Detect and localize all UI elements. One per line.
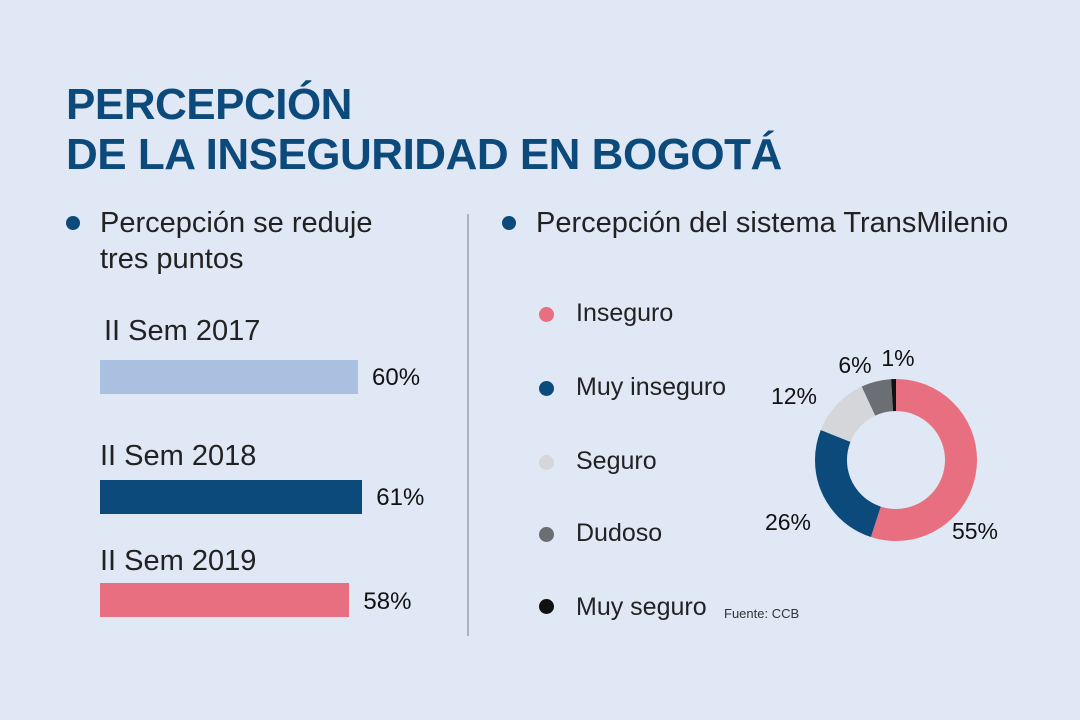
legend-swatch [539,455,554,470]
bar [100,360,358,394]
bar [100,583,350,617]
bar-label: II Sem 2018 [100,440,257,472]
bar-value-label: 60% [372,364,421,391]
legend-swatch [539,599,554,614]
slice-value-label: 1% [881,345,914,371]
legend-swatch [539,307,554,322]
right-section-heading: Percepción del sistema TransMilenio [536,207,1009,239]
bar-value-label: 61% [376,484,425,511]
left-heading-line-1: Percepción se reduje [100,207,373,239]
bar [100,480,363,514]
donut-slice [815,379,977,541]
bar-label: II Sem 2017 [104,315,261,347]
slice-value-label: 55% [952,518,998,544]
donut-slice [815,379,977,541]
legend-label: Muy inseguro [576,373,727,401]
slice-value-label: 6% [838,352,871,378]
legend-label: Inseguro [576,299,674,327]
title-line-2: DE LA INSEGURIDAD EN BOGOTÁ [66,130,782,179]
slice-value-label: 12% [771,383,817,409]
chart-title: PERCEPCIÓN DE LA INSEGURIDAD EN BOGOTÁ [66,80,782,180]
legend-swatch [539,527,554,542]
legend-label: Muy seguro [576,593,707,621]
section-divider [467,214,469,636]
title-line-1: PERCEPCIÓN [66,80,352,129]
legend-swatch [539,381,554,396]
bar-label: II Sem 2019 [100,545,257,577]
right-section-bullet [502,216,516,230]
legend-label: Seguro [576,447,657,475]
left-section-bullet [66,216,80,230]
left-heading-line-2: tres puntos [100,243,244,275]
left-section-heading: Percepción se reduje tres puntos [100,205,372,277]
source-note: Fuente: CCB [724,606,800,621]
bar-value-label: 58% [363,588,412,615]
slice-value-label: 26% [765,509,811,535]
legend-label: Dudoso [576,519,663,547]
